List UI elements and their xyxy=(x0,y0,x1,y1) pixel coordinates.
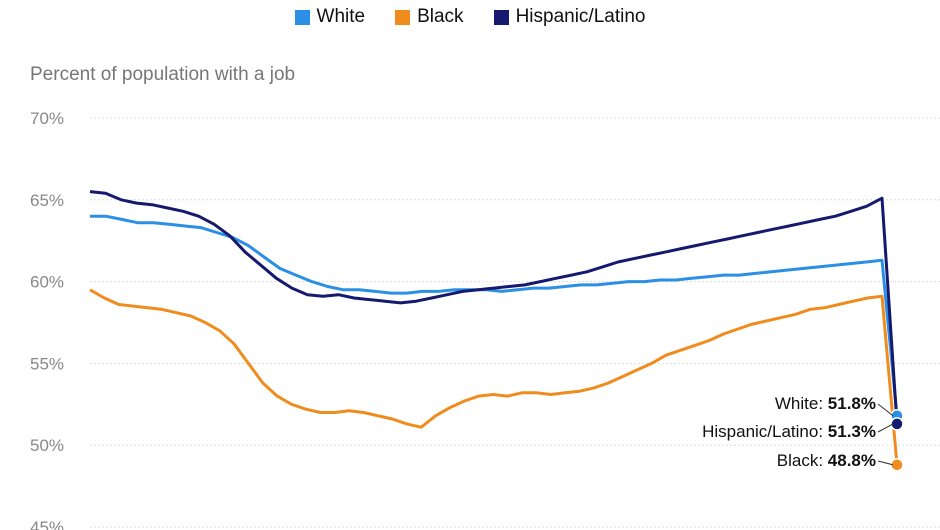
legend-item-white: White xyxy=(294,6,366,28)
end-label-series: White: xyxy=(775,394,828,413)
legend-swatch-white xyxy=(294,9,310,25)
series-line-black xyxy=(89,288,899,465)
y-tick-label: 70% xyxy=(30,109,64,128)
end-value-label: Black: 48.8% xyxy=(777,451,876,470)
y-tick-label: 45% xyxy=(30,518,64,530)
end-point-marker xyxy=(890,417,904,431)
y-tick-label: 55% xyxy=(30,354,64,373)
y-tick-label: 65% xyxy=(30,191,64,210)
end-label-series: Hispanic/Latino: xyxy=(702,422,828,441)
legend-label-white: White xyxy=(316,6,366,27)
legend: White Black Hispanic/Latino xyxy=(0,5,940,29)
series-line-white xyxy=(90,214,899,416)
legend-label-black: Black xyxy=(417,6,464,27)
callout-leader xyxy=(877,423,894,433)
end-label-value: 48.8% xyxy=(828,451,876,470)
callout-leader xyxy=(877,460,894,466)
y-axis-label: Percent of population with a job xyxy=(30,64,296,85)
legend-swatch-hispanic xyxy=(493,9,509,25)
end-label-value: 51.8% xyxy=(828,394,876,413)
end-value-label: White: 51.8% xyxy=(775,394,876,413)
y-tick-label: 50% xyxy=(30,436,64,455)
end-label-value: 51.3% xyxy=(828,422,876,441)
legend-item-hispanic: Hispanic/Latino xyxy=(493,6,646,28)
end-label-series: Black: xyxy=(777,451,828,470)
legend-item-black: Black xyxy=(395,6,464,28)
series-line-hispanic-latino xyxy=(89,190,899,424)
callout-leader xyxy=(877,403,894,417)
legend-label-hispanic: Hispanic/Latino xyxy=(515,6,646,27)
legend-swatch-black xyxy=(395,9,411,25)
end-value-label: Hispanic/Latino: 51.3% xyxy=(702,422,876,441)
y-tick-label: 60% xyxy=(30,273,64,292)
